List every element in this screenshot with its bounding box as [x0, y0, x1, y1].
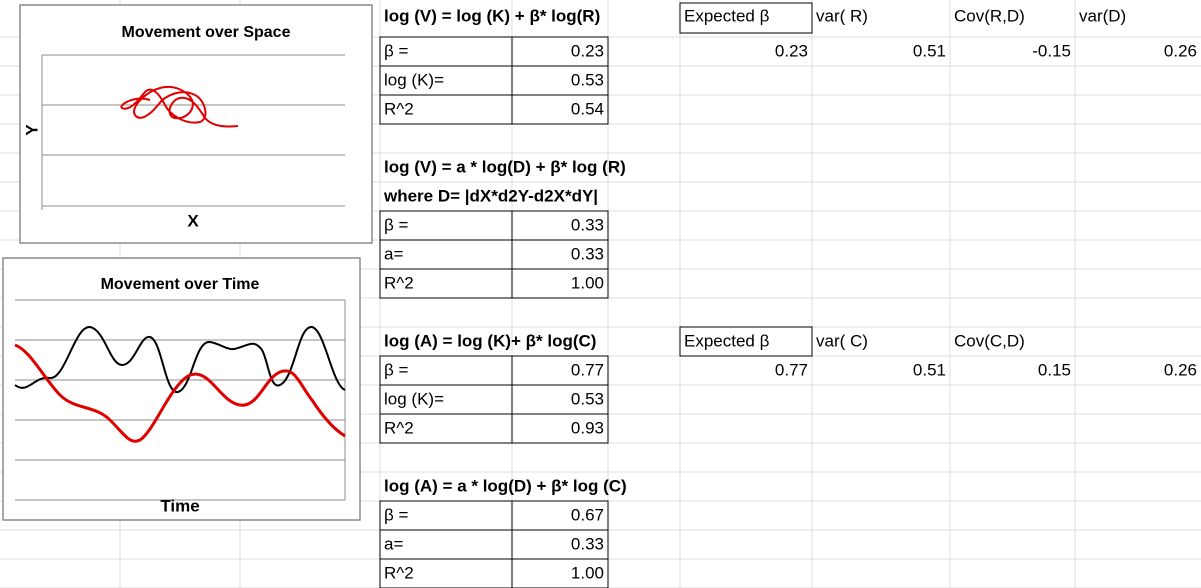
cell-value: 0.23: [775, 41, 808, 60]
chart-frame: [19, 4, 373, 244]
cell-border: [511, 268, 609, 299]
formula-heading: log (A) = a * log(D) + β* log (C): [384, 476, 627, 495]
param-label: β =: [384, 505, 409, 524]
param-value: 0.77: [571, 360, 604, 379]
param-value: 0.33: [571, 244, 604, 263]
cell-value: 0.26: [1164, 360, 1197, 379]
param-label: a=: [384, 244, 403, 263]
cell-value: 0.51: [913, 360, 946, 379]
param-label: R^2: [384, 418, 414, 437]
chart-title: Movement over Time: [101, 276, 260, 293]
cell-value: 0.26: [1164, 41, 1197, 60]
param-value: 0.93: [571, 418, 604, 437]
series-line: [14, 326, 346, 393]
param-value: 0.33: [571, 215, 604, 234]
cell-value: 0.51: [913, 41, 946, 60]
cell-value: -0.15: [1032, 41, 1071, 60]
column-header: Expected β: [684, 6, 770, 25]
param-label: log (K)=: [384, 70, 444, 89]
formula-heading: where D= |dX*d2Y-d2X*dY|: [383, 186, 598, 205]
param-label: β =: [384, 215, 409, 234]
chart-space: Movement over Space X Y: [19, 4, 373, 244]
x-axis-label: Time: [160, 496, 199, 515]
column-header: var( R): [816, 6, 868, 25]
param-label: a=: [384, 534, 403, 553]
column-header: var(D): [1079, 6, 1126, 25]
param-label: β =: [384, 41, 409, 60]
param-label: R^2: [384, 99, 414, 118]
cells: log (V) = log (K) + β* log(R) β = 0.23 log …: [379, 2, 1197, 588]
cell-border: [679, 326, 813, 357]
param-label: R^2: [384, 273, 414, 292]
column-header: Cov(R,D): [954, 6, 1025, 25]
formula-heading: log (V) = log (K) + β* log(R): [384, 6, 600, 25]
column-header: Cov(C,D): [954, 331, 1025, 350]
cell-value: 0.77: [775, 360, 808, 379]
param-value: 0.54: [571, 99, 604, 118]
column-header: Expected β: [684, 331, 770, 350]
formula-heading: log (V) = a * log(D) + β* log (R): [384, 157, 626, 176]
param-value: 0.33: [571, 534, 604, 553]
param-value: 0.67: [571, 505, 604, 524]
param-value: 1.00: [571, 273, 604, 292]
column-header: var( C): [816, 331, 868, 350]
formula-heading: log (A) = log (K)+ β* log(C): [384, 331, 596, 350]
trajectory: [120, 86, 239, 128]
cell-border: [679, 2, 813, 34]
chart-time: Movement over Time Time: [2, 257, 361, 521]
y-axis-label: Y: [22, 124, 41, 136]
series-line: [14, 343, 346, 443]
param-label: log (K)=: [384, 389, 444, 408]
x-axis-label: X: [187, 211, 199, 230]
param-value: 1.00: [571, 563, 604, 582]
cell-border: [511, 94, 609, 125]
cell-border: [511, 558, 609, 588]
param-value: 0.53: [571, 70, 604, 89]
param-value: 0.23: [571, 41, 604, 60]
chart-title: Movement over Space: [122, 24, 291, 41]
cell-value: 0.15: [1038, 360, 1071, 379]
param-label: β =: [384, 360, 409, 379]
cell-border: [511, 413, 609, 444]
param-value: 0.53: [571, 389, 604, 408]
param-label: R^2: [384, 563, 414, 582]
